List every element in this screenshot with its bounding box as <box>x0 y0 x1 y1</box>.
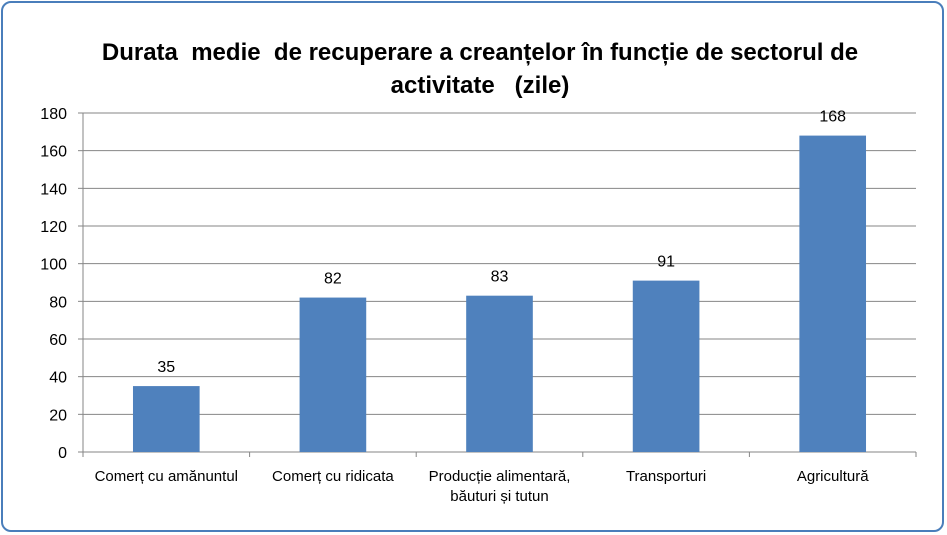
y-tick-label: 120 <box>40 219 67 236</box>
data-label: 168 <box>819 109 846 126</box>
y-tick-label: 20 <box>49 407 67 424</box>
y-tick-label: 100 <box>40 257 67 274</box>
bar <box>799 135 867 452</box>
x-category-label: Producție alimentară, <box>429 468 571 485</box>
y-tick-label: 80 <box>49 294 67 311</box>
x-category-label: Comerț cu ridicata <box>272 468 394 485</box>
x-category-label: băuturi și tutun <box>450 488 548 505</box>
y-tick-label: 140 <box>40 181 67 198</box>
y-tick-label: 40 <box>49 370 67 387</box>
data-label: 35 <box>157 359 175 376</box>
x-category-label: Agricultură <box>797 468 869 485</box>
y-tick-label: 0 <box>58 445 67 462</box>
bar <box>466 295 533 452</box>
data-label: 91 <box>657 254 675 271</box>
chart-title: Durata medie de recuperare a creanțelor … <box>101 39 859 99</box>
y-tick-label: 160 <box>40 144 67 161</box>
data-label: 82 <box>324 271 342 288</box>
data-label: 83 <box>491 269 509 286</box>
bar <box>632 280 700 452</box>
y-tick-label: 180 <box>40 106 67 123</box>
x-category-label: Transporturi <box>626 468 706 485</box>
bar <box>132 386 200 452</box>
bar <box>299 297 367 452</box>
x-category-label: Comerț cu amănuntul <box>95 468 238 485</box>
y-tick-label: 60 <box>49 332 67 349</box>
